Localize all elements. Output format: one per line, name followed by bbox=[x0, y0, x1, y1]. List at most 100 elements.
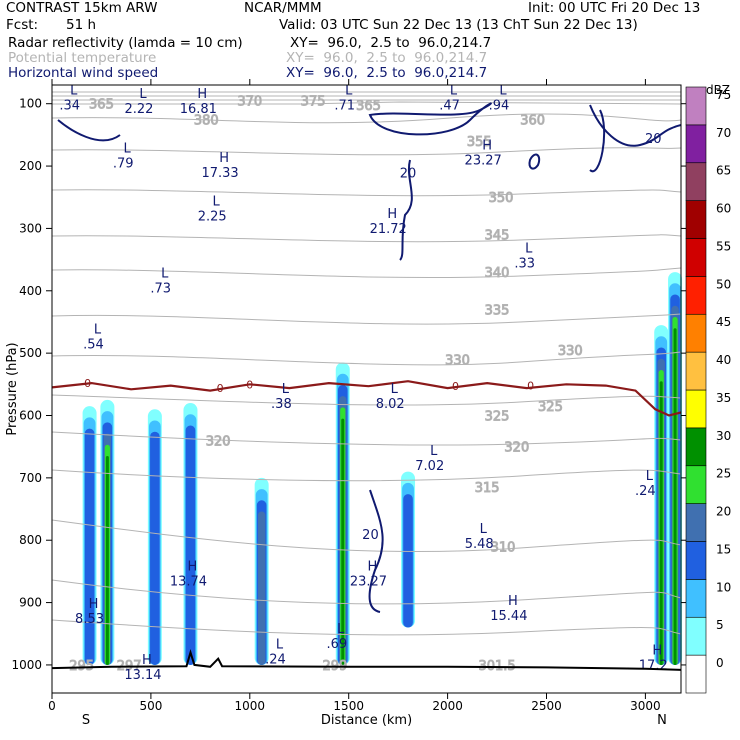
colorbar-level-label: 70 bbox=[716, 126, 731, 140]
extremum-value: .24 bbox=[265, 652, 286, 667]
zero-isotherm-layer: 0 0 0 0 0 bbox=[51, 377, 682, 417]
wind-contour-right-jet bbox=[589, 109, 606, 173]
reflectivity-column-8-30 bbox=[673, 328, 677, 665]
theta-label: 360 bbox=[520, 113, 545, 128]
extremum-value: .38 bbox=[271, 397, 292, 412]
wind-contour-label: 20 bbox=[400, 166, 417, 181]
theta-contour-320 bbox=[51, 431, 682, 446]
org-label: NCAR/MMM bbox=[244, 0, 322, 16]
colorbar-level-label: 0 bbox=[716, 656, 724, 670]
extremum-value: .79 bbox=[113, 157, 134, 172]
extremum-kind-H: H bbox=[89, 597, 99, 612]
theta-contour-345 bbox=[51, 234, 682, 243]
colorbar-layer: dBZ 0 5 10 15 20 25 30 35 40 45 50 55 60 65 70 75 bbox=[685, 83, 731, 694]
colorbar-swatch-65 bbox=[685, 162, 707, 201]
end-label-south: S bbox=[82, 713, 90, 728]
wind-contour-small-oval bbox=[528, 153, 541, 170]
colorbar-swatch-30 bbox=[685, 427, 707, 467]
x-tick-label: 1500 bbox=[333, 699, 364, 713]
field-xy-reflectivity: XY= 96.0, 2.5 to 96.0,214.7 bbox=[290, 35, 492, 51]
colorbar-level-label: 45 bbox=[716, 315, 731, 329]
valid-time: Valid: 03 UTC Sun 22 Dec 13 (13 ChT Sun … bbox=[279, 17, 638, 33]
model-title: CONTRAST 15km ARW bbox=[6, 0, 158, 16]
zero-isotherm-label: 0 bbox=[452, 380, 459, 393]
theta-contour-305 bbox=[51, 579, 682, 605]
reflectivity-column-2-15 bbox=[150, 431, 160, 665]
colorbar-swatch-55 bbox=[685, 238, 707, 277]
x-tick-label: 2500 bbox=[531, 699, 562, 713]
reflectivity-column-3-15 bbox=[185, 425, 196, 665]
colorbar-level-label: 55 bbox=[716, 239, 731, 253]
colorbar-level-label: 15 bbox=[716, 542, 731, 556]
theta-label: 365 bbox=[89, 98, 114, 113]
theta-contour-355 bbox=[51, 147, 682, 156]
field-name-reflectivity: Radar reflectivity (lamda = 10 cm) bbox=[8, 35, 243, 51]
x-tick-label: 2000 bbox=[432, 699, 463, 713]
extremum-kind-H: H bbox=[368, 560, 378, 575]
y-tick-label: 600 bbox=[19, 409, 42, 423]
colorbar-level-label: 10 bbox=[716, 580, 731, 594]
extremum-value: 23.27 bbox=[465, 154, 502, 169]
extremum-kind-H: H bbox=[482, 139, 492, 154]
theta-label: 295 bbox=[69, 659, 94, 674]
extremum-kind-L: L bbox=[499, 84, 507, 99]
y-tick-label: 700 bbox=[19, 471, 42, 485]
theta-label: 330 bbox=[558, 344, 583, 359]
theta-contour-330 bbox=[51, 351, 682, 366]
theta-label: 315 bbox=[475, 481, 500, 496]
wind-contours-layer bbox=[57, 102, 682, 613]
colorbar-level-label: 60 bbox=[716, 202, 731, 216]
colorbar-swatch-50 bbox=[685, 276, 707, 315]
extremum-kind-H: H bbox=[652, 644, 662, 659]
extremum-kind-L: L bbox=[124, 142, 132, 157]
field-xy-wind: XY= 96.0, 2.5 to 96.0,214.7 bbox=[286, 65, 488, 81]
y-tick-label: 100 bbox=[19, 97, 42, 111]
theta-contour-335 bbox=[51, 313, 682, 325]
extremum-value: 23.27 bbox=[350, 575, 387, 590]
theta-contour-365-band bbox=[52, 91, 682, 105]
reflectivity-column-4-20 bbox=[257, 511, 266, 665]
y-axis-label: Pressure (hPa) bbox=[5, 342, 20, 435]
extremum-kind-L: L bbox=[430, 444, 438, 459]
theta-contour-325 bbox=[51, 394, 682, 406]
y-tick-label: 200 bbox=[19, 159, 42, 173]
colorbar-level-label: 50 bbox=[716, 277, 731, 291]
colorbar-level-label: 25 bbox=[716, 467, 731, 481]
theta-label: 325 bbox=[485, 410, 510, 425]
wind-contour-label: 20 bbox=[362, 528, 379, 543]
extremum-value: 8.02 bbox=[376, 397, 405, 412]
x-tick-label: 0 bbox=[48, 699, 56, 713]
x-axis-label: Distance (km) bbox=[321, 713, 412, 728]
colorbar-swatch-75 bbox=[685, 86, 707, 126]
theta-label: 330 bbox=[445, 353, 470, 368]
colorbar-swatch-45 bbox=[685, 313, 707, 353]
theta-contour-340 bbox=[51, 267, 682, 279]
fcst-label: Fcst: bbox=[6, 17, 39, 33]
y-tick-label: 500 bbox=[19, 346, 42, 360]
end-label-north: N bbox=[657, 713, 667, 728]
reflectivity-column-6-15 bbox=[403, 494, 413, 628]
extremum-kind-L: L bbox=[337, 622, 345, 637]
extremum-value: .54 bbox=[83, 338, 104, 353]
theta-label: 365 bbox=[356, 99, 381, 114]
zero-isotherm-label: 0 bbox=[217, 382, 224, 395]
field-name-wind: Horizontal wind speed bbox=[8, 65, 159, 81]
theta-label: 340 bbox=[485, 266, 510, 281]
theta-label: 310 bbox=[491, 540, 516, 555]
y-tick-label: 400 bbox=[19, 284, 42, 298]
theta-label: 320 bbox=[206, 434, 231, 449]
y-tick-label: 900 bbox=[19, 596, 42, 610]
y-tick-label: 800 bbox=[19, 533, 42, 547]
reflectivity-column-0-15 bbox=[84, 428, 95, 665]
colorbar-level-label: 40 bbox=[716, 353, 731, 367]
extremum-value: 13.14 bbox=[124, 668, 161, 683]
extremum-kind-L: L bbox=[161, 266, 169, 281]
extremum-kind-L: L bbox=[480, 522, 488, 537]
wind-contour-jet-down bbox=[399, 159, 413, 261]
extremum-kind-L: L bbox=[70, 84, 78, 99]
extremum-kind-L: L bbox=[646, 469, 654, 484]
theta-label: 325 bbox=[538, 400, 563, 415]
extremum-value: .71 bbox=[334, 99, 355, 114]
